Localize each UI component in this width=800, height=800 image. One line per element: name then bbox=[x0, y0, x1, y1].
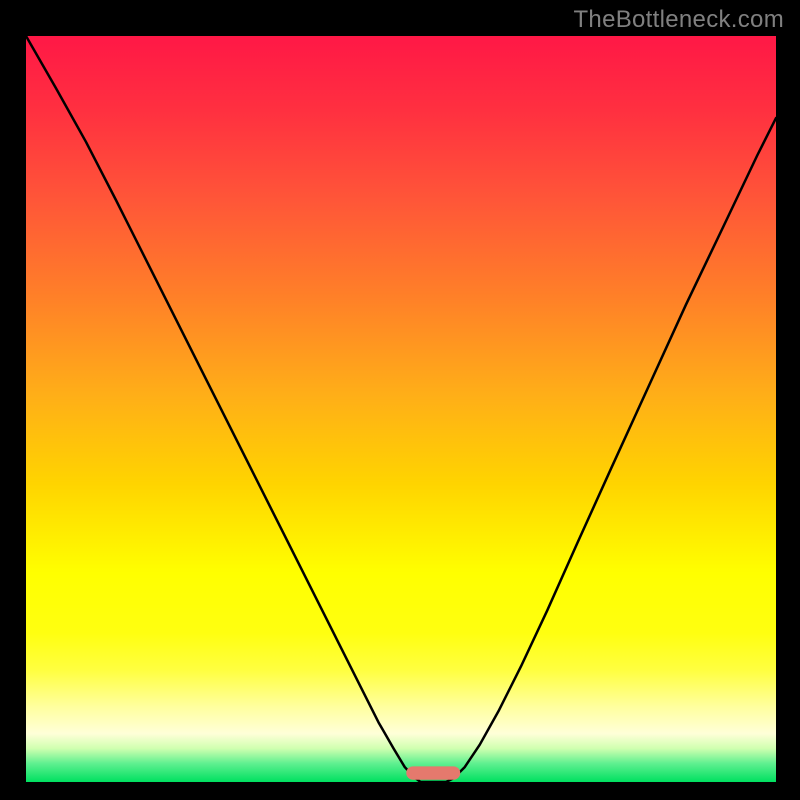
bottleneck-marker bbox=[406, 766, 460, 779]
plot-area bbox=[26, 36, 776, 782]
plot-svg bbox=[26, 36, 776, 782]
gradient-background bbox=[26, 36, 776, 782]
chart-stage: TheBottleneck.com bbox=[0, 0, 800, 800]
watermark-label: TheBottleneck.com bbox=[573, 6, 784, 34]
